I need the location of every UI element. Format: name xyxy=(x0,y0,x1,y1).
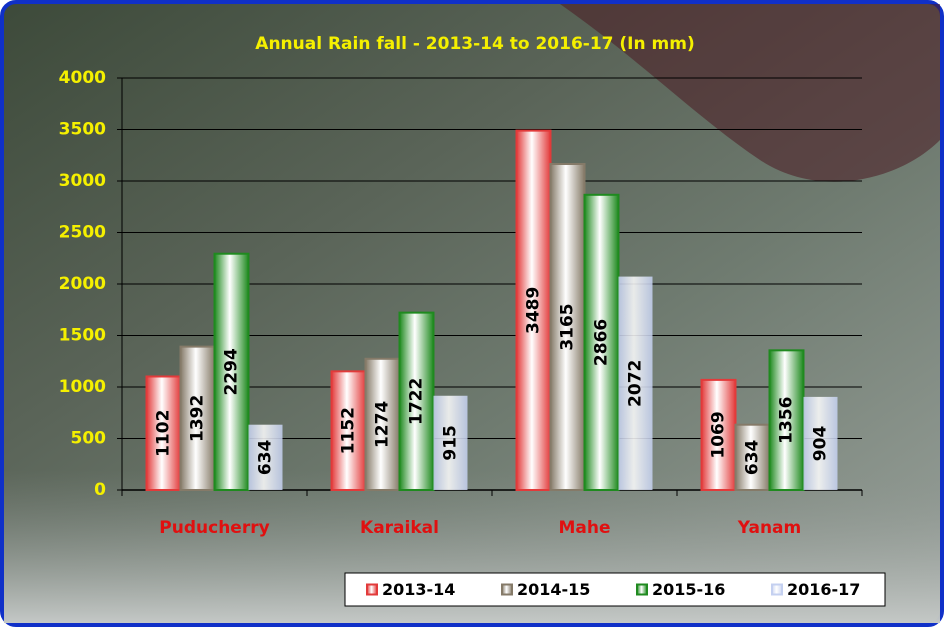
x-tick-label: Mahe xyxy=(558,518,610,538)
y-tick-label: 1500 xyxy=(59,326,106,346)
value-label: 2072 xyxy=(626,360,646,407)
chart-title: Annual Rain fall - 2013-14 to 2016-17 (I… xyxy=(255,34,694,54)
legend-swatch xyxy=(367,585,377,595)
value-label: 3489 xyxy=(524,287,544,334)
y-tick-label: 3500 xyxy=(59,120,106,140)
legend-swatch xyxy=(502,585,512,595)
value-label: 1102 xyxy=(154,410,174,457)
value-label: 1274 xyxy=(373,401,393,448)
legend-swatch xyxy=(637,585,647,595)
value-label: 3165 xyxy=(558,303,578,350)
y-tick-label: 4000 xyxy=(59,68,106,88)
x-tick-label: Puducherry xyxy=(159,518,269,538)
y-tick-label: 2000 xyxy=(59,274,106,294)
value-label: 1392 xyxy=(188,395,208,442)
value-label: 634 xyxy=(743,439,763,475)
y-tick-label: 3000 xyxy=(59,171,106,191)
value-label: 2294 xyxy=(222,348,242,395)
value-label: 904 xyxy=(811,426,831,462)
legend-label: 2013-14 xyxy=(382,580,455,599)
legend-label: 2014-15 xyxy=(517,580,590,599)
value-label: 1152 xyxy=(339,407,359,454)
legend-label: 2016-17 xyxy=(787,580,860,599)
chart: Annual Rain fall - 2013-14 to 2016-17 (I… xyxy=(0,0,944,627)
legend-swatch xyxy=(772,585,782,595)
x-tick-label: Yanam xyxy=(737,518,802,538)
value-label: 915 xyxy=(441,425,461,461)
y-tick-label: 2500 xyxy=(59,223,106,243)
x-tick-label: Karaikal xyxy=(360,518,439,538)
y-tick-label: 0 xyxy=(94,480,106,500)
value-label: 1069 xyxy=(709,411,729,458)
legend-label: 2015-16 xyxy=(652,580,725,599)
value-label: 2866 xyxy=(592,319,612,366)
y-tick-label: 1000 xyxy=(59,377,106,397)
y-tick-label: 500 xyxy=(71,429,107,449)
value-label: 634 xyxy=(256,439,276,475)
value-label: 1356 xyxy=(777,397,797,444)
value-label: 1722 xyxy=(407,378,427,425)
